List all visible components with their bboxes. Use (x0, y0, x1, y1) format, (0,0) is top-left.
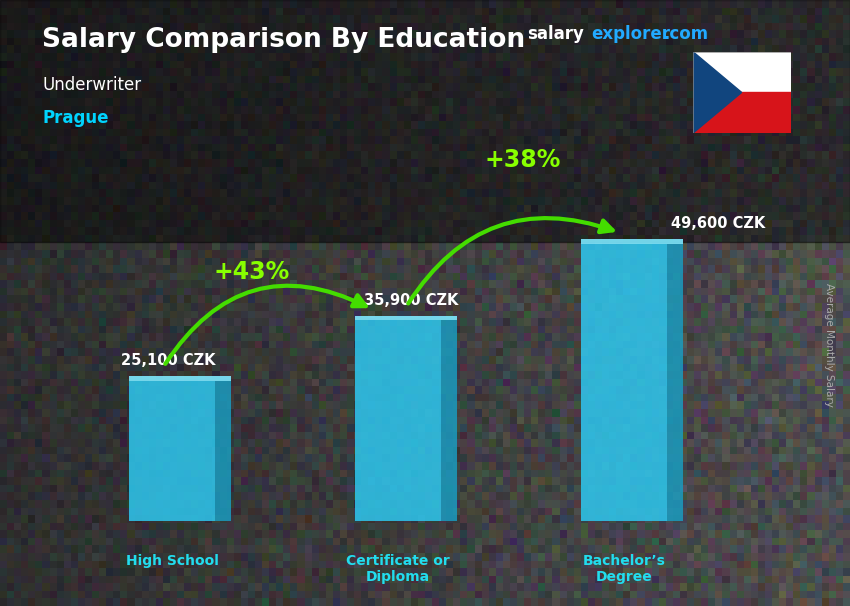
Bar (667, 244, 683, 521)
Text: 25,100 CZK: 25,100 CZK (121, 353, 215, 368)
Text: +38%: +38% (484, 148, 560, 172)
Text: .com: .com (663, 25, 708, 44)
Polygon shape (693, 52, 741, 133)
Text: Prague: Prague (42, 109, 109, 127)
Bar (581, 244, 667, 521)
Bar (129, 376, 231, 381)
Text: High School: High School (126, 554, 218, 568)
Text: 35,900 CZK: 35,900 CZK (364, 293, 458, 308)
Text: Certificate or
Diploma: Certificate or Diploma (346, 554, 450, 584)
Text: Bachelor’s
Degree: Bachelor’s Degree (582, 554, 666, 584)
Text: +43%: +43% (213, 260, 290, 284)
Bar (581, 239, 683, 244)
Text: 49,600 CZK: 49,600 CZK (672, 216, 765, 231)
Bar (0, 0, 850, 242)
FancyArrowPatch shape (166, 285, 366, 364)
Bar (215, 381, 231, 521)
FancyArrowPatch shape (408, 218, 613, 304)
Bar (693, 92, 791, 133)
Bar (441, 321, 456, 521)
Text: Underwriter: Underwriter (42, 76, 142, 94)
Text: Average Monthly Salary: Average Monthly Salary (824, 284, 834, 407)
Bar (355, 321, 441, 521)
Bar (693, 52, 791, 92)
Bar (129, 381, 215, 521)
Text: Salary Comparison By Education: Salary Comparison By Education (42, 27, 525, 53)
Text: explorer: explorer (591, 25, 670, 44)
Bar (355, 316, 457, 321)
Text: salary: salary (527, 25, 584, 44)
